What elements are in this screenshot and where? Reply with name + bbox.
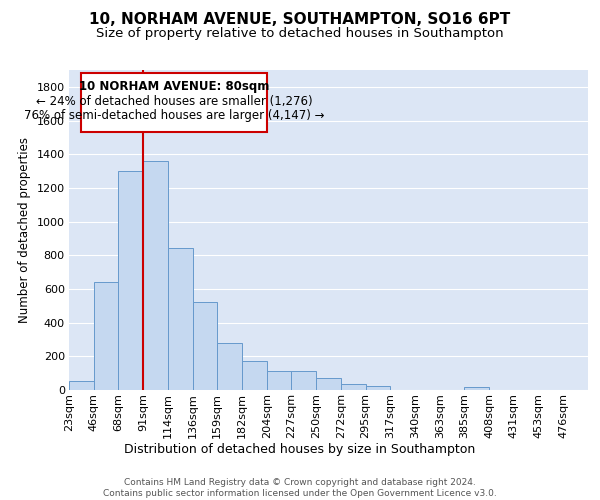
Bar: [168, 248, 193, 390]
Text: Contains HM Land Registry data © Crown copyright and database right 2024.
Contai: Contains HM Land Registry data © Crown c…: [103, 478, 497, 498]
Bar: [341, 384, 365, 390]
Bar: [69, 380, 94, 390]
Y-axis label: Number of detached properties: Number of detached properties: [18, 137, 31, 323]
Bar: [292, 372, 316, 390]
Bar: [267, 372, 292, 390]
Text: Distribution of detached houses by size in Southampton: Distribution of detached houses by size …: [124, 442, 476, 456]
Bar: [365, 386, 390, 390]
Bar: [316, 378, 341, 390]
Bar: [193, 302, 217, 390]
Text: Size of property relative to detached houses in Southampton: Size of property relative to detached ho…: [96, 28, 504, 40]
Bar: [118, 171, 143, 390]
FancyBboxPatch shape: [82, 74, 267, 132]
Bar: [94, 282, 118, 390]
Bar: [143, 161, 168, 390]
Text: 10, NORHAM AVENUE, SOUTHAMPTON, SO16 6PT: 10, NORHAM AVENUE, SOUTHAMPTON, SO16 6PT: [89, 12, 511, 28]
Text: 76% of semi-detached houses are larger (4,147) →: 76% of semi-detached houses are larger (…: [24, 110, 324, 122]
Bar: [217, 343, 242, 390]
Bar: [464, 387, 489, 390]
Text: 10 NORHAM AVENUE: 80sqm: 10 NORHAM AVENUE: 80sqm: [79, 80, 269, 93]
Text: ← 24% of detached houses are smaller (1,276): ← 24% of detached houses are smaller (1,…: [36, 94, 313, 108]
Bar: [242, 360, 267, 390]
